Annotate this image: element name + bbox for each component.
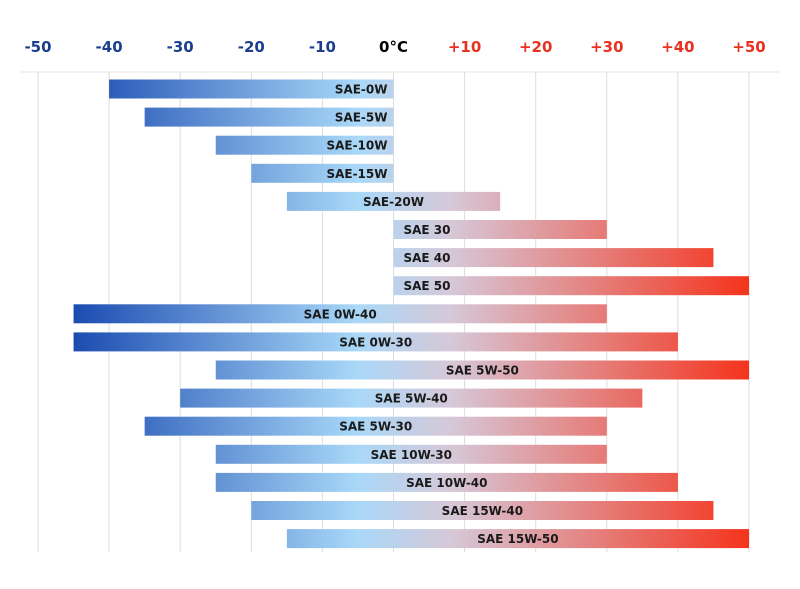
x-tick-label: +50	[732, 38, 765, 56]
x-tick-label: -10	[309, 38, 336, 56]
x-tick-label: -30	[167, 38, 194, 56]
bar	[251, 501, 714, 520]
bar-label: SAE 5W-50	[446, 364, 519, 378]
x-tick-label: -40	[96, 38, 123, 56]
bar-label: SAE 30	[404, 223, 451, 237]
x-tick-label: 0°C	[379, 38, 408, 56]
bar	[144, 416, 607, 436]
bar	[286, 191, 501, 211]
x-tick-label: +30	[590, 38, 623, 56]
bar	[393, 276, 749, 296]
x-tick-label: +40	[661, 38, 694, 56]
bars: SAE-0W SAE-5W SAE-10W SAE-15W SAE-20W SAE 30 S…	[73, 79, 749, 549]
bar-label: SAE 0W-30	[339, 335, 412, 349]
bar-label: SAE-20W	[363, 195, 424, 209]
bar-label: SAE-5W	[335, 111, 388, 125]
bar	[73, 332, 678, 352]
bar-label: SAE 0W-40	[304, 307, 377, 321]
bar	[286, 529, 749, 549]
bar-label: SAE 10W-30	[371, 448, 452, 462]
bar	[393, 248, 714, 268]
bar-label: SAE 10W-40	[406, 476, 487, 490]
bar	[73, 304, 607, 324]
bar-label: SAE-15W	[326, 167, 387, 181]
x-tick-label: +10	[448, 38, 481, 56]
bar	[144, 107, 394, 127]
bar-label: SAE 50	[404, 279, 451, 293]
bar-label: SAE 5W-40	[375, 392, 448, 406]
bar-label: SAE 40	[404, 251, 451, 265]
bar	[109, 79, 394, 99]
bar-label: SAE 15W-40	[442, 504, 523, 518]
x-axis-ticks: -50 -40 -30 -20 -10 0°C +10 +20 +30 +40 +50	[24, 38, 765, 56]
x-tick-label: -50	[24, 38, 51, 56]
bar-label: SAE-0W	[335, 83, 388, 97]
bar	[215, 444, 607, 464]
x-tick-label: +20	[519, 38, 552, 56]
bar-label: SAE 5W-30	[339, 420, 412, 434]
x-tick-label: -20	[238, 38, 265, 56]
bar	[215, 472, 678, 492]
bar	[215, 135, 394, 155]
bar	[251, 163, 394, 183]
bar-label: SAE 15W-50	[477, 532, 558, 546]
bar	[215, 360, 749, 380]
bar-label: SAE-10W	[326, 139, 387, 153]
bar	[393, 220, 607, 239]
bar	[180, 388, 643, 408]
